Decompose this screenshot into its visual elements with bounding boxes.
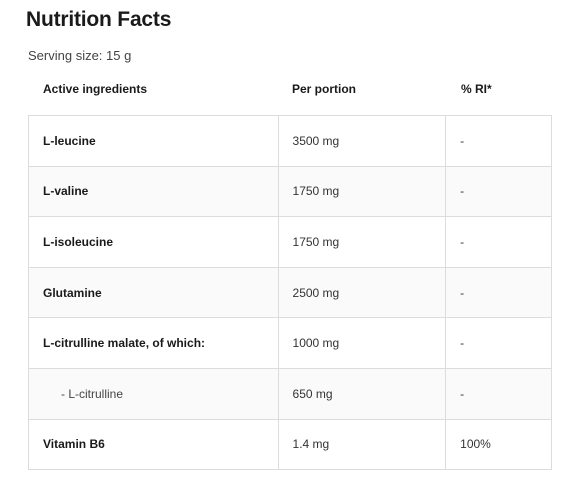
table-row: L-isoleucine 1750 mg - (28, 216, 552, 268)
table-row: Vitamin B6 1.4 mg 100% (28, 418, 552, 471)
ingredient-cell: L-valine (28, 165, 279, 218)
page-title: Nutrition Facts (26, 8, 172, 31)
ri-cell: - (445, 266, 552, 319)
ingredient-cell: Vitamin B6 (28, 418, 279, 471)
ri-cell: - (445, 317, 552, 369)
portion-cell: 2500 mg (277, 266, 447, 319)
ri-cell: - (445, 216, 552, 268)
ingredient-cell: L-leucine (28, 115, 279, 167)
table-row: L-valine 1750 mg - (28, 165, 552, 218)
portion-cell: 650 mg (277, 367, 447, 420)
ri-cell: - (445, 165, 552, 218)
column-header-ri: % RI* (461, 82, 492, 96)
portion-cell: 1750 mg (277, 165, 447, 218)
column-header-portion: Per portion (292, 82, 357, 96)
nutrition-table-body: L-leucine 3500 mg - L-valine 1750 mg - L-isole… (28, 115, 552, 471)
portion-cell: 3500 mg (277, 115, 447, 167)
nutrition-table: L-leucine 3500 mg - L-valine 1750 mg - L-isole… (28, 115, 552, 471)
portion-cell: 1000 mg (277, 317, 447, 369)
serving-size: Serving size: 15 g (28, 48, 132, 63)
ingredient-cell: Glutamine (28, 266, 279, 319)
column-header-ingredients: Active ingredients (43, 82, 148, 96)
ri-cell: 100% (445, 418, 552, 471)
ingredient-cell: L-citrulline malate, of which: (28, 317, 279, 369)
ri-cell: - (445, 115, 552, 167)
table-row: Glutamine 2500 mg - (28, 266, 552, 319)
table-row: L-leucine 3500 mg - (28, 115, 552, 167)
portion-cell: 1.4 mg (277, 418, 447, 471)
portion-cell: 1750 mg (277, 216, 447, 268)
table-row: - L-citrulline 650 mg - (28, 367, 552, 420)
table-header: Active ingredients Per portion % RI* (28, 82, 552, 100)
table-row: L-citrulline malate, of which: 1000 mg - (28, 317, 552, 369)
ingredient-cell: - L-citrulline (28, 367, 279, 420)
ingredient-cell: L-isoleucine (28, 216, 279, 268)
ri-cell: - (445, 367, 552, 420)
